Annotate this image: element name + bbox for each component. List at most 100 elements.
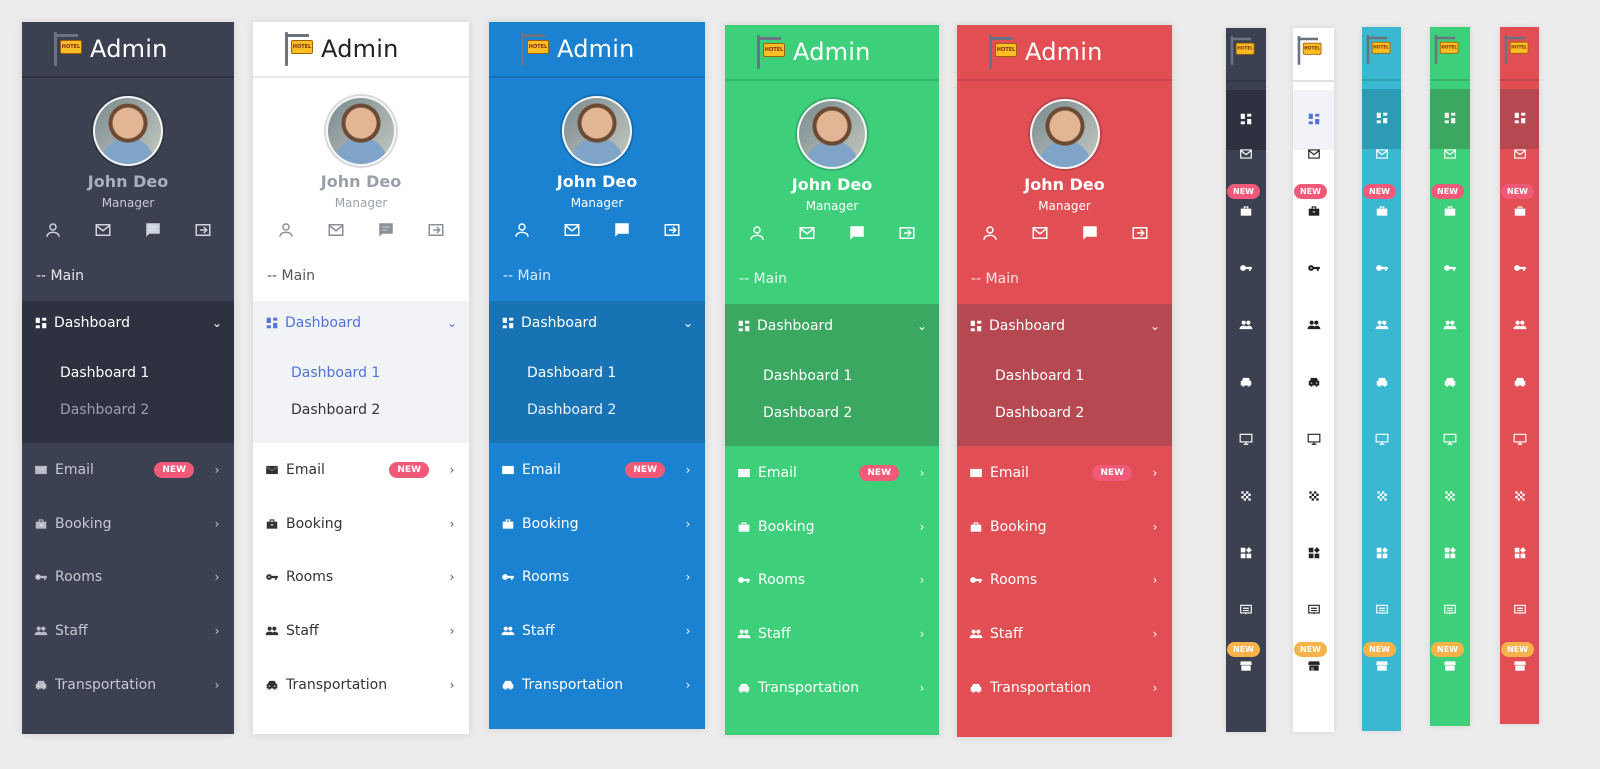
menu-booking[interactable]: Booking ›	[265, 512, 457, 536]
mini-people-icon[interactable]	[1293, 318, 1334, 332]
mini-widgets-icon[interactable]	[1226, 546, 1266, 560]
mini-car-icon[interactable]	[1362, 375, 1401, 389]
mini-car-icon[interactable]	[1430, 375, 1470, 389]
submenu-dashboard-1[interactable]: Dashboard 1	[763, 368, 853, 384]
mini-key-icon[interactable]	[1430, 261, 1470, 275]
mini-widgets-icon[interactable]	[1430, 546, 1470, 560]
avatar[interactable]	[562, 96, 632, 166]
profile-icon[interactable]	[746, 222, 768, 244]
avatar[interactable]	[326, 96, 396, 166]
mini-message-icon[interactable]	[1500, 603, 1539, 617]
mini-dashboard[interactable]	[1500, 89, 1539, 149]
submenu-dashboard-1[interactable]: Dashboard 1	[527, 365, 617, 381]
mini-key-icon[interactable]	[1293, 261, 1334, 275]
mini-store-icon[interactable]	[1293, 659, 1334, 673]
logout-icon[interactable]	[1129, 222, 1151, 244]
menu-transportation[interactable]: Transportation ›	[969, 676, 1160, 700]
mini-monitor-icon[interactable]	[1362, 432, 1401, 446]
menu-dashboard[interactable]: Dashboard ⌄	[265, 315, 457, 331]
avatar[interactable]	[93, 96, 163, 166]
mail-icon[interactable]	[1029, 222, 1051, 244]
logout-icon[interactable]	[661, 219, 683, 241]
mini-mail-icon[interactable]	[1226, 147, 1266, 161]
mini-dashboard[interactable]	[1226, 90, 1266, 150]
mini-message-icon[interactable]	[1293, 603, 1334, 617]
mail-icon[interactable]	[325, 219, 347, 241]
mail-icon[interactable]	[796, 222, 818, 244]
sidebar-header[interactable]: HOTEL Admin	[957, 25, 1172, 81]
menu-booking[interactable]: Booking ›	[969, 515, 1160, 539]
mini-store-icon[interactable]	[1362, 659, 1401, 673]
menu-rooms[interactable]: Rooms ›	[737, 568, 927, 592]
menu-dashboard[interactable]: Dashboard ⌄	[501, 315, 693, 331]
mini-car-icon[interactable]	[1226, 375, 1266, 389]
mini-mail-icon[interactable]	[1500, 147, 1539, 161]
mini-mail-icon[interactable]	[1293, 147, 1334, 161]
mini-checker-icon[interactable]	[1226, 489, 1266, 503]
submenu-dashboard-2[interactable]: Dashboard 2	[527, 402, 617, 418]
mini-monitor-icon[interactable]	[1500, 432, 1539, 446]
mail-icon[interactable]	[561, 219, 583, 241]
menu-transportation[interactable]: Transportation ›	[737, 676, 927, 700]
mini-checker-icon[interactable]	[1293, 489, 1334, 503]
logout-icon[interactable]	[896, 222, 918, 244]
mini-key-icon[interactable]	[1500, 261, 1539, 275]
mini-checker-icon[interactable]	[1362, 489, 1401, 503]
avatar[interactable]	[1029, 99, 1100, 169]
mini-people-icon[interactable]	[1362, 318, 1401, 332]
mini-store-icon[interactable]	[1500, 659, 1539, 673]
menu-transportation[interactable]: Transportation ›	[265, 673, 457, 697]
menu-email[interactable]: Email NEW ›	[737, 461, 927, 485]
menu-staff[interactable]: Staff ›	[737, 622, 927, 646]
menu-staff[interactable]: Staff ›	[501, 619, 693, 643]
mini-people-icon[interactable]	[1500, 318, 1539, 332]
menu-rooms[interactable]: Rooms ›	[265, 565, 457, 589]
mini-key-icon[interactable]	[1362, 261, 1401, 275]
mini-monitor-icon[interactable]	[1293, 432, 1334, 446]
avatar[interactable]	[797, 99, 867, 169]
mini-monitor-icon[interactable]	[1430, 432, 1470, 446]
mini-mail-icon[interactable]	[1362, 147, 1401, 161]
chat-icon[interactable]	[611, 219, 633, 241]
chat-icon[interactable]	[142, 219, 164, 241]
chat-icon[interactable]	[375, 219, 397, 241]
mini-widgets-icon[interactable]	[1500, 546, 1539, 560]
menu-transportation[interactable]: Transportation ›	[501, 673, 693, 697]
profile-icon[interactable]	[275, 219, 297, 241]
profile-icon[interactable]	[979, 222, 1001, 244]
menu-dashboard[interactable]: Dashboard ⌄	[737, 318, 927, 334]
menu-email[interactable]: Email NEW ›	[265, 458, 457, 482]
submenu-dashboard-2[interactable]: Dashboard 2	[995, 405, 1085, 421]
menu-booking[interactable]: Booking ›	[501, 512, 693, 536]
mini-briefcase-icon[interactable]	[1362, 204, 1401, 218]
menu-rooms[interactable]: Rooms ›	[969, 568, 1160, 592]
submenu-dashboard-1[interactable]: Dashboard 1	[995, 368, 1085, 384]
mini-people-icon[interactable]	[1430, 318, 1470, 332]
mini-car-icon[interactable]	[1293, 375, 1334, 389]
mini-car-icon[interactable]	[1500, 375, 1539, 389]
mini-store-icon[interactable]	[1430, 659, 1470, 673]
logout-icon[interactable]	[192, 219, 214, 241]
mini-briefcase-icon[interactable]	[1226, 204, 1266, 218]
mini-monitor-icon[interactable]	[1226, 432, 1266, 446]
mini-checker-icon[interactable]	[1430, 489, 1470, 503]
chat-icon[interactable]	[846, 222, 868, 244]
mini-message-icon[interactable]	[1226, 603, 1266, 617]
menu-transportation[interactable]: Transportation ›	[34, 673, 222, 697]
mini-widgets-icon[interactable]	[1293, 546, 1334, 560]
submenu-dashboard-2[interactable]: Dashboard 2	[763, 405, 853, 421]
menu-email[interactable]: Email NEW ›	[969, 461, 1160, 485]
mini-briefcase-icon[interactable]	[1500, 204, 1539, 218]
mini-mail-icon[interactable]	[1430, 147, 1470, 161]
mini-briefcase-icon[interactable]	[1293, 204, 1334, 218]
mail-icon[interactable]	[92, 219, 114, 241]
sidebar-header[interactable]: HOTEL Admin	[725, 25, 939, 81]
menu-staff[interactable]: Staff ›	[34, 619, 222, 643]
sidebar-header[interactable]: HOTEL Admin	[489, 22, 705, 78]
chat-icon[interactable]	[1079, 222, 1101, 244]
menu-rooms[interactable]: Rooms ›	[34, 565, 222, 589]
submenu-dashboard-2[interactable]: Dashboard 2	[60, 402, 150, 418]
menu-rooms[interactable]: Rooms ›	[501, 565, 693, 589]
mini-widgets-icon[interactable]	[1362, 546, 1401, 560]
profile-icon[interactable]	[42, 219, 64, 241]
